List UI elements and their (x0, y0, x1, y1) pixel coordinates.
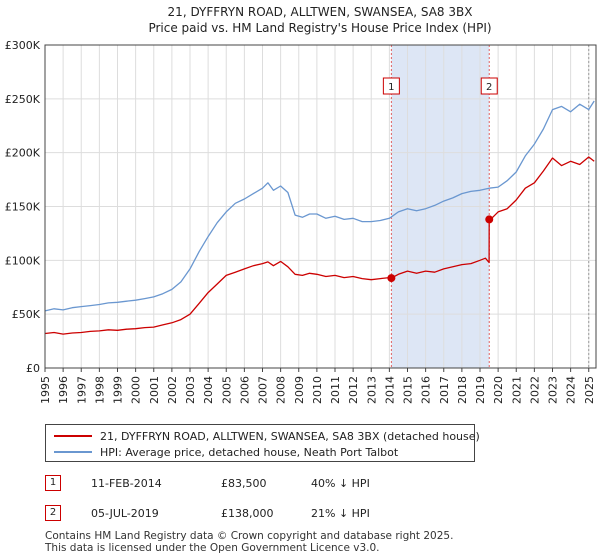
sale-label-frame (382, 77, 400, 95)
x-tick-label: 2017 (438, 376, 451, 404)
x-tick-label: 2006 (238, 376, 251, 404)
sale-hpi-comparison: 40% ↓ HPI (311, 477, 370, 490)
x-tick-label: 2008 (275, 376, 288, 404)
sale-date: 11-FEB-2014 (91, 477, 162, 490)
y-tick-label: £100K (5, 254, 41, 267)
x-tick-label: 1999 (112, 376, 125, 404)
legend-swatch-property (54, 435, 92, 437)
sale-price: £138,000 (221, 507, 274, 520)
x-tick-label: 2024 (565, 376, 578, 404)
legend-item-property: 21, DYFFRYN ROAD, ALLTWEN, SWANSEA, SA8 … (54, 428, 480, 444)
sale-row-1: 1 11-FEB-2014 £83,500 40% ↓ HPI (45, 475, 485, 493)
x-tick-label: 2004 (202, 376, 215, 404)
sale-row-2: 2 05-JUL-2019 £138,000 21% ↓ HPI (45, 505, 485, 523)
x-tick-label: 2019 (474, 376, 487, 404)
sale-hpi-comparison: 21% ↓ HPI (311, 507, 370, 520)
attribution-footer: Contains HM Land Registry data © Crown c… (45, 530, 453, 554)
legend-label-hpi: HPI: Average price, detached house, Neat… (100, 445, 399, 459)
y-tick-label: £300K (5, 39, 41, 52)
x-tick-label: 2001 (148, 376, 161, 404)
x-tick-label: 2013 (365, 376, 378, 404)
sale-number-badge: 1 (45, 475, 61, 491)
sale-label-box: 1 (382, 77, 400, 95)
legend-label-property: 21, DYFFRYN ROAD, ALLTWEN, SWANSEA, SA8 … (100, 429, 480, 443)
x-tick-label: 2007 (257, 376, 270, 404)
x-tick-label: 2022 (528, 376, 541, 404)
sale-label-number: 2 (486, 82, 492, 93)
x-tick-label: 1997 (75, 376, 88, 404)
price-chart: 21, DYFFRYN ROAD, ALLTWEN, SWANSEA, SA8 … (5, 5, 597, 404)
x-tick-label: 2025 (583, 376, 596, 404)
plot-frame (44, 44, 597, 369)
y-tick-label: £250K (5, 93, 41, 106)
sale-date: 05-JUL-2019 (91, 507, 159, 520)
x-tick-label: 2005 (220, 376, 233, 404)
x-tick-label: 2009 (293, 376, 306, 404)
x-tick-label: 1995 (39, 376, 52, 404)
y-tick-label: £0 (26, 362, 40, 375)
attribution-line-2: This data is licensed under the Open Gov… (45, 542, 380, 554)
x-tick-label: 2015 (402, 376, 415, 404)
y-tick-label: £150K (5, 201, 41, 214)
sale-label-number: 1 (388, 82, 394, 93)
hpi-series-line (44, 100, 595, 312)
sale-number-badge: 2 (45, 505, 61, 521)
sale-label-box: 2 (480, 77, 498, 95)
sale-label-frame (480, 77, 498, 95)
x-tick-label: 2003 (184, 376, 197, 404)
x-tick-label: 2002 (166, 376, 179, 404)
chart-subtitle: Price paid vs. HM Land Registry's House … (148, 21, 491, 35)
y-tick-label: £200K (5, 147, 41, 160)
x-tick-label: 2016 (420, 376, 433, 404)
property-series-line (44, 156, 595, 335)
chart-title: 21, DYFFRYN ROAD, ALLTWEN, SWANSEA, SA8 … (168, 5, 473, 19)
sale-point-marker (485, 215, 494, 224)
y-tick-label: £50K (12, 308, 41, 321)
x-tick-label: 2011 (329, 376, 342, 404)
sale-point-marker (387, 274, 396, 283)
legend-swatch-hpi (54, 451, 92, 453)
sale-price: £83,500 (221, 477, 267, 490)
x-tick-label: 2010 (311, 376, 324, 404)
x-tick-label: 1996 (57, 376, 70, 404)
x-tick-label: 2020 (492, 376, 505, 404)
x-tick-label: 2018 (456, 376, 469, 404)
legend-item-hpi: HPI: Average price, detached house, Neat… (54, 444, 398, 460)
x-tick-label: 2023 (547, 376, 560, 404)
x-tick-label: 2014 (383, 376, 396, 404)
chart-legend: 21, DYFFRYN ROAD, ALLTWEN, SWANSEA, SA8 … (45, 424, 480, 462)
x-tick-label: 2000 (130, 376, 143, 404)
x-tick-label: 2021 (510, 376, 523, 404)
x-tick-label: 2012 (347, 376, 360, 404)
attribution-line-1: Contains HM Land Registry data © Crown c… (45, 530, 454, 542)
x-tick-label: 1998 (93, 376, 106, 404)
